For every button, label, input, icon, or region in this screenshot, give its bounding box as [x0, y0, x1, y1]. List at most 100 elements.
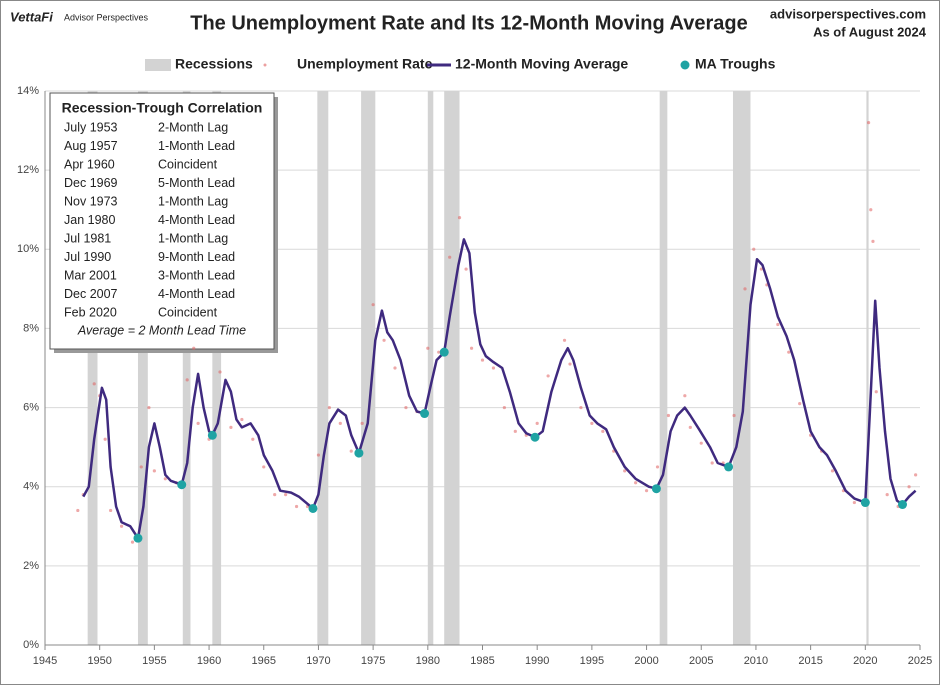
unemployment-dot: [907, 485, 911, 489]
trough-point: [354, 448, 364, 458]
unemployment-dot: [349, 449, 353, 453]
unemployment-dot: [644, 489, 649, 493]
unemployment-dot: [92, 382, 96, 386]
x-tick-label: 2025: [908, 655, 932, 667]
unemployment-dot: [185, 378, 189, 382]
y-tick-label: 14%: [17, 85, 39, 97]
unemployment-dot: [798, 402, 802, 406]
trough-point: [420, 409, 430, 419]
unemployment-dot: [262, 465, 266, 469]
x-tick-label: 1990: [525, 655, 549, 667]
recession-band: [182, 91, 191, 645]
unemployment-dot: [448, 255, 452, 259]
annotation-date: Apr 1960: [64, 157, 115, 171]
annotation-timing: 2-Month Lag: [158, 120, 228, 134]
annotation-timing: 9-Month Lead: [158, 250, 235, 264]
x-tick-label: 1995: [580, 655, 604, 667]
x-tick-label: 2015: [798, 655, 822, 667]
unemployment-dot: [623, 469, 627, 473]
annotation-footer: Average = 2 Month Lead Time: [77, 323, 246, 337]
legend-swatch: [145, 59, 171, 71]
y-tick-label: 12%: [17, 164, 39, 176]
unemployment-dot: [914, 473, 918, 477]
x-tick-label: 2000: [634, 655, 658, 667]
unemployment-dot: [469, 346, 474, 350]
unemployment-dot: [457, 216, 462, 220]
unemployment-dot: [316, 453, 321, 457]
annotation-date: Mar 2001: [64, 268, 117, 282]
unemployment-dot: [752, 247, 756, 251]
annotation-timing: 1-Month Lag: [158, 194, 228, 208]
annotation-date: Feb 2020: [64, 305, 117, 319]
trough-point: [651, 484, 661, 494]
unemployment-dot: [426, 346, 430, 350]
unemployment-dot: [871, 239, 875, 243]
unemployment-dot: [869, 208, 873, 212]
legend-label: Unemployment Rate: [297, 56, 433, 72]
moving-average-line: [82, 238, 917, 540]
y-tick-label: 4%: [23, 481, 39, 493]
y-tick-label: 8%: [23, 322, 39, 334]
unemployment-dot: [852, 500, 856, 505]
unemployment-dot: [874, 390, 878, 394]
trough-point: [133, 533, 143, 543]
annotation-date: Dec 2007: [64, 287, 118, 301]
unemployment-dot: [119, 524, 124, 528]
unemployment-dot: [76, 508, 80, 513]
annotation-timing: 4-Month Lead: [158, 287, 235, 301]
x-tick-label: 2010: [744, 655, 768, 667]
unemployment-dot: [437, 350, 441, 354]
unemployment-dot: [601, 429, 605, 433]
trough-point: [898, 500, 907, 510]
annotation-timing: 1-Month Lead: [158, 139, 235, 153]
trough-point: [860, 498, 870, 508]
annotation-box: [49, 92, 275, 350]
unemployment-dot: [590, 421, 594, 425]
annotation-timing: 5-Month Lead: [158, 176, 235, 190]
unemployment-dot: [634, 481, 638, 485]
unemployment-dot: [830, 469, 835, 473]
unemployment-dot: [732, 413, 736, 418]
annotation-date: Nov 1973: [64, 194, 118, 208]
unemployment-dot: [152, 469, 156, 473]
annotation-timing: 1-Month Lag: [158, 231, 228, 245]
annotation-timing: 4-Month Lead: [158, 213, 235, 227]
y-tick-label: 6%: [23, 401, 39, 413]
x-tick-label: 1975: [361, 655, 385, 667]
recession-band: [317, 91, 329, 645]
unemployment-dot: [284, 493, 288, 497]
date: As of August 2024: [813, 24, 927, 39]
unemployment-dot: [294, 504, 299, 509]
annotation-timing: Coincident: [158, 157, 218, 171]
recession-band: [427, 91, 434, 645]
trough-point: [177, 480, 187, 490]
legend-label: Recessions: [175, 56, 253, 72]
unemployment-dot: [710, 461, 714, 465]
unemployment-dot: [382, 338, 386, 342]
unemployment-dot: [787, 350, 791, 354]
y-tick-label: 0%: [23, 639, 39, 651]
unemployment-dot: [666, 413, 671, 418]
legend-label: MA Troughs: [695, 56, 776, 72]
x-tick-label: 1945: [33, 655, 57, 667]
annotation-date: Jan 1980: [64, 213, 115, 227]
x-tick-label: 1985: [470, 655, 494, 667]
unemployment-dot: [546, 374, 550, 378]
unemployment-dot: [683, 394, 687, 398]
annotation-date: Jul 1990: [64, 250, 111, 264]
x-tick-label: 1970: [306, 655, 330, 667]
unemployment-dot: [480, 358, 485, 362]
annotation-date: Jul 1981: [64, 231, 111, 245]
annotation-title: Recession-Trough Correlation: [62, 100, 263, 116]
unemployment-dot: [699, 441, 703, 445]
unemployment-dot: [579, 405, 583, 410]
unemployment-dot: [327, 405, 331, 410]
site: advisorperspectives.com: [770, 6, 926, 21]
annotation-timing: Coincident: [158, 305, 218, 319]
legend-swatch: [263, 63, 267, 67]
legend-swatch: [680, 60, 690, 70]
annotation-date: July 1953: [64, 120, 118, 134]
unemployment-dot: [130, 540, 135, 544]
unemployment-dot: [218, 370, 222, 374]
